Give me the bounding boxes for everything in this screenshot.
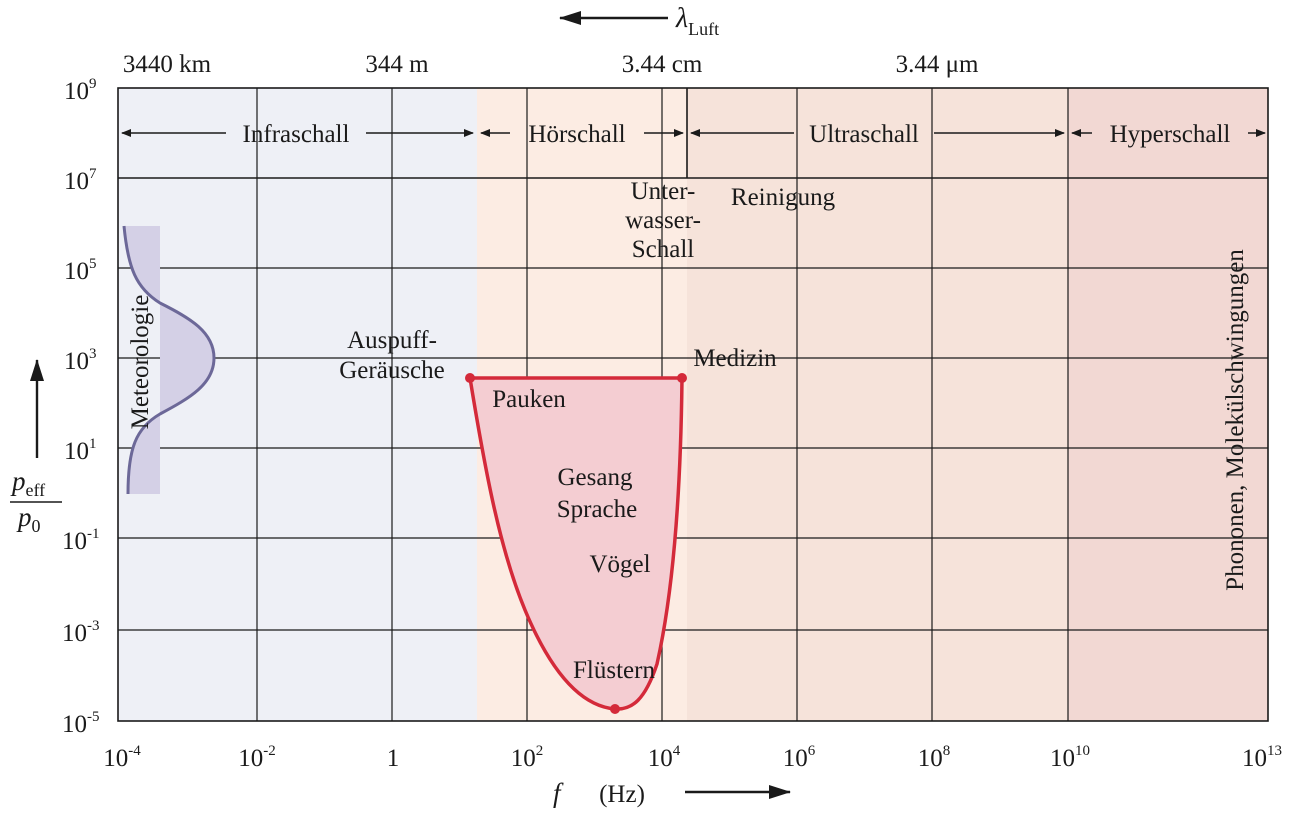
y-axis-ticks: 109 107 105 103 101 10-1 10-3 10-5 bbox=[62, 76, 100, 738]
meteorologie-distribution bbox=[124, 226, 214, 494]
y-label-denominator: p0 bbox=[16, 502, 41, 536]
unterwasser-label-line2: wasser- bbox=[625, 207, 701, 234]
gesang-label: Gesang bbox=[558, 464, 633, 491]
fluestern-label: Flüstern bbox=[573, 657, 655, 684]
unterwasser-label-line3: Schall bbox=[632, 236, 695, 263]
region-label-ultraschall: Ultraschall bbox=[809, 121, 919, 148]
y-tick-label: 10-1 bbox=[62, 526, 100, 555]
x-tick-label: 1 bbox=[387, 745, 400, 772]
auspuff-label-line2: Geräusche bbox=[339, 357, 445, 384]
wavelength-symbol: λLuft bbox=[675, 3, 719, 39]
auspuff-label-line1: Auspuff- bbox=[347, 327, 437, 354]
sprache-label: Sprache bbox=[557, 496, 638, 523]
x-axis-variable: f bbox=[553, 778, 564, 808]
x-tick-label: 10-4 bbox=[103, 743, 141, 772]
unterwasser-label-line1: Unter- bbox=[631, 178, 696, 205]
hearing-point-pauken bbox=[465, 373, 475, 383]
y-tick-label: 109 bbox=[64, 76, 97, 105]
pauken-label: Pauken bbox=[492, 386, 566, 413]
y-label-numerator: peff bbox=[10, 466, 45, 500]
x-tick-label: 108 bbox=[918, 743, 951, 772]
x-tick-label: 106 bbox=[783, 743, 816, 772]
voegel-label: Vögel bbox=[589, 551, 650, 578]
x-tick-label: 102 bbox=[511, 743, 544, 772]
medizin-label: Medizin bbox=[693, 345, 777, 372]
hearing-point-fluestern bbox=[610, 704, 620, 714]
region-ultraschall-bg bbox=[687, 88, 1068, 721]
wavelength-label-3-44cm: 3.44 cm bbox=[622, 51, 703, 78]
x-tick-label: 10-2 bbox=[238, 743, 276, 772]
y-tick-label: 10-5 bbox=[62, 709, 100, 738]
y-tick-label: 107 bbox=[64, 166, 97, 195]
plot-frame bbox=[117, 87, 1269, 722]
region-label-hoerschall: Hörschall bbox=[528, 121, 625, 148]
y-tick-label: 10-3 bbox=[62, 618, 100, 647]
reinigung-label: Reinigung bbox=[731, 184, 836, 211]
x-tick-label: 1013 bbox=[1242, 743, 1282, 772]
x-axis-unit: (Hz) bbox=[599, 781, 645, 808]
y-tick-label: 103 bbox=[64, 346, 97, 375]
hearing-point-medizin bbox=[677, 373, 687, 383]
wavelength-label-3440km: 3440 km bbox=[123, 51, 212, 78]
x-tick-label: 104 bbox=[648, 743, 681, 772]
wavelength-label-344m: 344 m bbox=[365, 51, 429, 78]
y-tick-label: 105 bbox=[64, 256, 97, 285]
x-tick-label: 1010 bbox=[1050, 743, 1090, 772]
region-label-infraschall: Infraschall bbox=[243, 121, 350, 148]
phononen-label: Phononen, Molekülschwingungen bbox=[1222, 249, 1249, 591]
meteorologie-curve bbox=[122, 225, 216, 495]
region-hyperschall-bg bbox=[1068, 88, 1268, 721]
region-label-hyperschall: Hyperschall bbox=[1110, 121, 1231, 148]
wavelength-label-3-44um: 3.44 μm bbox=[896, 51, 979, 78]
y-tick-label: 101 bbox=[64, 436, 97, 465]
meteorologie-label: Meteorologie bbox=[127, 295, 154, 430]
x-axis-ticks: 10-4 10-2 1 102 104 106 108 1010 1013 bbox=[103, 743, 1282, 772]
